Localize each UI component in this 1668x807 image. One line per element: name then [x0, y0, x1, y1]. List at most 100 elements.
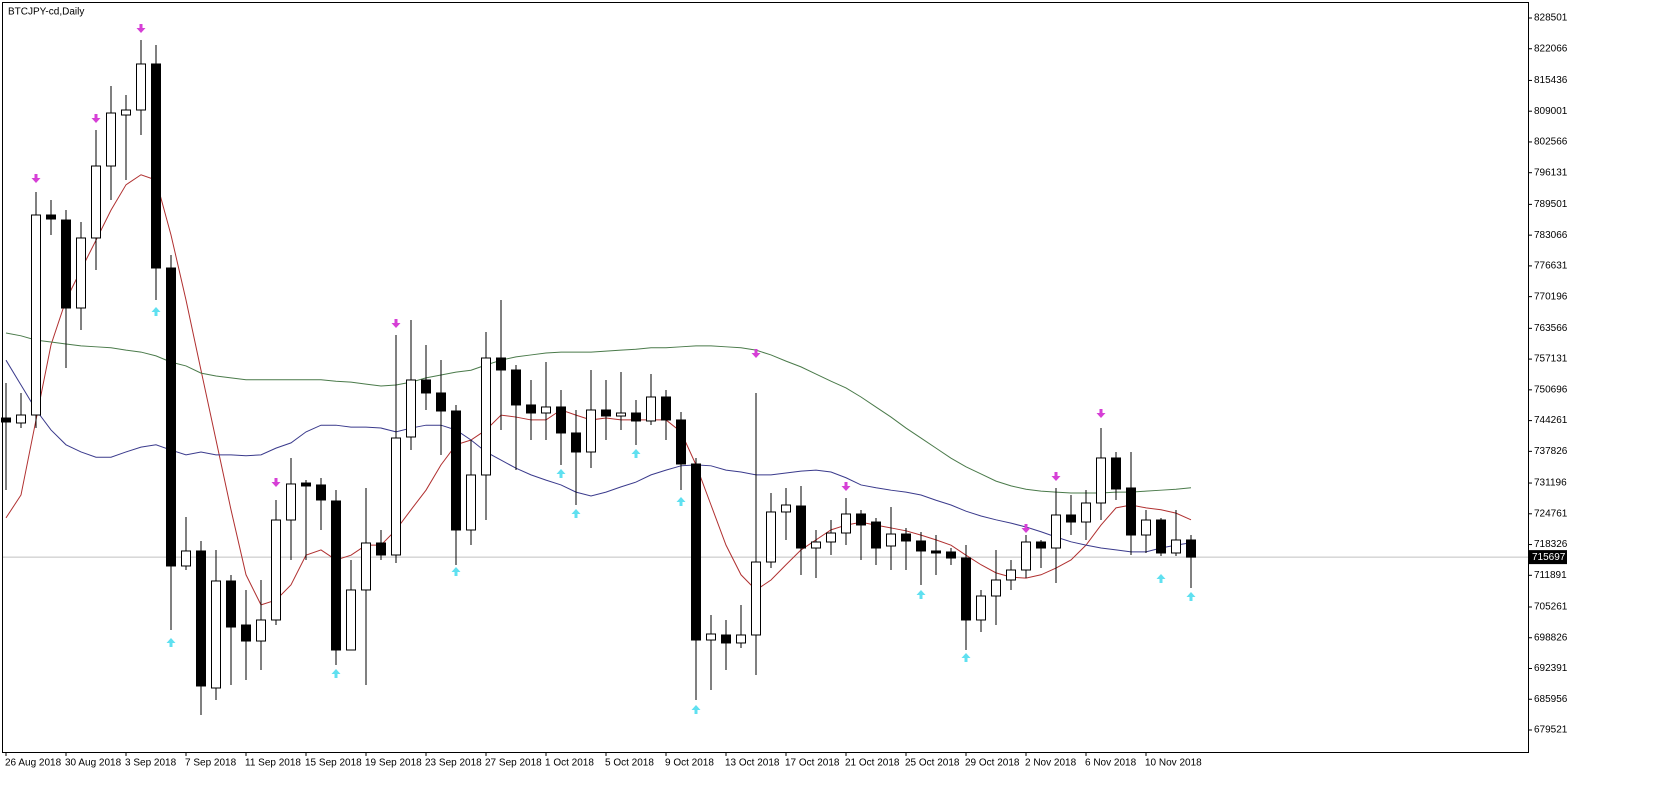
- candle-body: [976, 595, 986, 621]
- candle-body: [451, 410, 461, 531]
- signal-arrow: [1096, 409, 1106, 419]
- x-tick-label: 5 Oct 2018: [605, 758, 654, 769]
- y-tick-label: 711891: [1534, 570, 1567, 581]
- signal-arrow: [751, 348, 761, 358]
- x-tick-label: 2 Nov 2018: [1025, 758, 1077, 769]
- x-tick-label: 27 Sep 2018: [485, 758, 542, 769]
- signal-arrow: [1051, 472, 1061, 482]
- candle-body: [1051, 514, 1061, 549]
- candle-body: [421, 379, 431, 394]
- x-tick-label: 9 Oct 2018: [665, 758, 714, 769]
- x-tick-label: 29 Oct 2018: [965, 758, 1020, 769]
- candle-body: [931, 550, 941, 554]
- candle-body: [586, 409, 596, 453]
- candle-body: [361, 542, 371, 591]
- x-tick-label: 1 Oct 2018: [545, 758, 594, 769]
- candle-body: [271, 519, 281, 621]
- y-tick-label: 692391: [1534, 663, 1568, 674]
- moving-average: [5, 332, 1192, 494]
- candle-body: [1186, 539, 1196, 558]
- signal-arrow: [166, 638, 176, 648]
- candle-body: [301, 482, 311, 487]
- y-tick-label: 789501: [1534, 199, 1568, 210]
- x-tick-label: 7 Sep 2018: [185, 758, 237, 769]
- signal-arrow: [136, 23, 146, 33]
- candle-body: [556, 406, 566, 434]
- candle-body: [1156, 519, 1166, 554]
- y-tick-label: 809001: [1534, 106, 1568, 117]
- y-tick-label: 770196: [1534, 291, 1568, 302]
- candle-body: [481, 357, 491, 476]
- candle-body: [946, 551, 956, 559]
- candle-body: [166, 267, 176, 567]
- signal-arrow: [1021, 523, 1031, 533]
- signal-arrow: [571, 508, 581, 518]
- candle-body: [676, 419, 686, 465]
- signal-arrow: [1156, 573, 1166, 583]
- candle-body: [496, 357, 506, 371]
- candle-body: [796, 505, 806, 549]
- candle-body: [526, 404, 536, 414]
- candle-body: [391, 437, 401, 556]
- signal-arrow: [961, 652, 971, 662]
- candle-body: [1006, 569, 1016, 581]
- y-tick-label: 718326: [1534, 539, 1568, 550]
- y-tick-label: 705261: [1534, 602, 1568, 613]
- candle-body: [256, 619, 266, 642]
- signal-arrow: [331, 668, 341, 678]
- price-label: 715697: [1532, 552, 1566, 563]
- x-tick-label: 11 Sep 2018: [245, 758, 301, 769]
- x-tick-label: 13 Oct 2018: [725, 758, 780, 769]
- candle-body: [1, 417, 11, 423]
- y-tick-label: 698826: [1534, 632, 1568, 643]
- signal-arrow: [91, 113, 101, 123]
- candle-body: [16, 414, 26, 424]
- candle-body: [1081, 502, 1091, 523]
- candle-body: [616, 412, 626, 417]
- signal-arrow: [556, 469, 566, 479]
- y-tick-label: 802566: [1534, 137, 1568, 148]
- signal-arrow: [916, 589, 926, 599]
- x-tick-label: 3 Sep 2018: [125, 758, 177, 769]
- candle-body: [841, 513, 851, 534]
- candle-body: [631, 412, 641, 422]
- plot-frame: [2, 2, 1529, 753]
- signal-arrow: [451, 566, 461, 576]
- x-tick-label: 10 Nov 2018: [1145, 758, 1202, 769]
- candle-body: [1066, 514, 1076, 523]
- candle-body: [376, 542, 386, 556]
- y-tick-label: 757131: [1534, 354, 1568, 365]
- x-tick-label: 17 Oct 2018: [785, 758, 840, 769]
- candle-body: [181, 550, 191, 567]
- candle-body: [691, 463, 701, 641]
- candle-body: [406, 379, 416, 438]
- candle-body: [736, 634, 746, 644]
- candle-body: [76, 237, 86, 309]
- x-tick-label: 6 Nov 2018: [1085, 758, 1137, 769]
- signal-arrow: [631, 449, 641, 459]
- candle-body: [721, 634, 731, 644]
- candle-body: [781, 504, 791, 513]
- candle-body: [211, 580, 221, 689]
- candle-body: [61, 219, 71, 309]
- candle-body: [91, 165, 101, 239]
- x-tick-label: 21 Oct 2018: [845, 758, 900, 769]
- candle-body: [196, 550, 206, 687]
- y-tick-label: 796131: [1534, 167, 1568, 178]
- candle-body: [856, 513, 866, 526]
- candle-body: [511, 369, 521, 406]
- candle-body: [286, 483, 296, 521]
- candle-body: [1171, 539, 1181, 554]
- candle-body: [1021, 541, 1031, 571]
- x-tick-label: 15 Sep 2018: [305, 758, 362, 769]
- candle-body: [46, 214, 56, 220]
- candle-body: [1036, 541, 1046, 549]
- y-tick-label: 828501: [1534, 13, 1568, 24]
- candle-body: [1141, 519, 1151, 536]
- y-tick-label: 731196: [1534, 478, 1567, 489]
- signal-arrow: [691, 704, 701, 714]
- candle-body: [601, 409, 611, 417]
- candle-body: [226, 580, 236, 628]
- y-tick-label: 737826: [1534, 446, 1568, 457]
